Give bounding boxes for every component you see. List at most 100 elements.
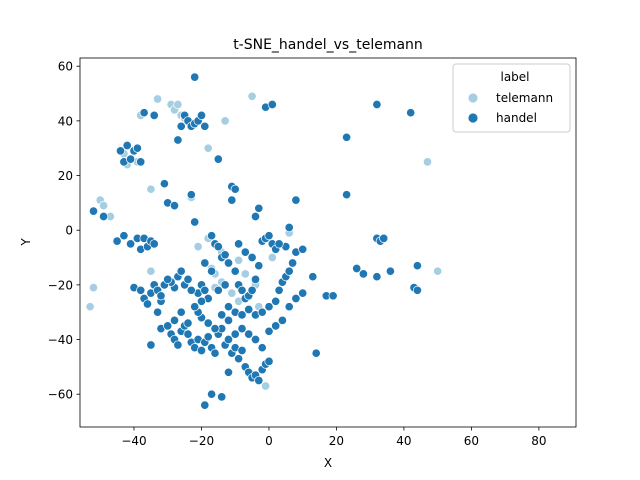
point-handel — [379, 233, 389, 243]
point-handel — [176, 121, 186, 131]
point-handel — [186, 190, 196, 200]
point-handel — [257, 343, 267, 353]
point-handel — [264, 302, 274, 312]
point-handel — [277, 315, 287, 325]
point-handel — [183, 329, 193, 339]
point-handel — [412, 261, 422, 271]
point-handel — [250, 334, 261, 345]
point-handel — [153, 307, 163, 317]
point-handel — [352, 263, 362, 274]
x-tick-label: −20 — [189, 434, 214, 448]
point-handel — [122, 140, 132, 151]
point-handel — [196, 110, 207, 120]
point-handel — [385, 266, 395, 276]
legend-marker-handel — [467, 112, 479, 124]
point-telemann — [422, 157, 433, 167]
point-handel — [244, 329, 254, 339]
point-handel — [119, 231, 129, 241]
point-handel — [358, 269, 368, 279]
point-handel — [264, 326, 274, 336]
point-handel — [274, 239, 284, 249]
point-handel — [115, 146, 126, 156]
point-handel — [274, 285, 284, 295]
point-handel — [412, 285, 422, 295]
point-handel — [210, 348, 220, 358]
x-tick-label: 80 — [531, 434, 546, 448]
point-handel — [149, 239, 159, 249]
point-telemann — [203, 143, 213, 153]
point-handel — [291, 293, 301, 304]
point-handel — [254, 203, 264, 213]
point-handel — [200, 121, 210, 131]
point-handel — [207, 266, 217, 276]
point-handel — [196, 345, 207, 356]
y-tick-label: 40 — [58, 114, 73, 128]
y-tick-label: 0 — [65, 224, 73, 238]
point-handel — [264, 231, 274, 241]
point-handel — [311, 348, 321, 358]
point-handel — [176, 266, 186, 276]
point-handel — [220, 250, 230, 260]
point-handel — [210, 324, 220, 334]
point-handel — [217, 310, 227, 320]
point-telemann — [173, 99, 183, 110]
x-tick-label: −40 — [121, 434, 146, 448]
legend-title: label — [500, 70, 529, 84]
point-handel — [288, 258, 298, 268]
point-telemann — [193, 242, 203, 252]
point-handel — [223, 302, 234, 312]
point-telemann — [247, 91, 257, 101]
point-handel — [223, 334, 234, 345]
point-handel — [308, 272, 318, 282]
point-handel — [139, 108, 149, 118]
legend-box — [452, 63, 571, 133]
point-telemann — [433, 266, 443, 276]
point-telemann — [99, 201, 109, 211]
point-handel — [173, 135, 183, 145]
point-handel — [213, 154, 223, 164]
point-handel — [207, 389, 217, 399]
y-tick-label: 60 — [58, 60, 73, 74]
point-handel — [142, 299, 153, 309]
point-handel — [244, 304, 254, 315]
point-handel — [342, 190, 352, 200]
point-handel — [213, 285, 223, 295]
y-axis: −60 −40 −20 0 20 40 60 — [48, 60, 80, 402]
point-handel — [237, 324, 247, 334]
point-handel — [169, 315, 180, 325]
point-handel — [328, 291, 338, 301]
point-handel — [149, 110, 159, 120]
x-axis-label: X — [324, 456, 332, 470]
point-handel — [126, 154, 136, 164]
point-handel — [169, 201, 180, 211]
point-handel — [200, 258, 210, 268]
x-tick-label: 20 — [329, 434, 344, 448]
point-handel — [264, 356, 274, 366]
point-handel — [271, 296, 281, 306]
y-tick-label: 20 — [58, 169, 73, 183]
point-handel — [250, 274, 261, 284]
point-handel — [223, 315, 234, 325]
legend-label-telemann: telemann — [496, 91, 553, 105]
point-handel — [136, 157, 146, 167]
point-handel — [163, 274, 173, 284]
legend: label telemann handel — [452, 63, 571, 133]
point-handel — [136, 285, 146, 295]
plot-frame — [79, 57, 577, 428]
point-handel — [284, 222, 294, 233]
point-handel — [200, 285, 210, 295]
point-handel — [220, 280, 230, 290]
point-handel — [254, 261, 264, 271]
point-handel — [190, 72, 200, 82]
point-telemann — [267, 252, 277, 263]
point-handel — [237, 285, 247, 295]
point-handel — [88, 206, 99, 216]
point-handel — [126, 239, 136, 249]
point-handel — [298, 288, 308, 298]
point-handel — [196, 296, 207, 306]
point-handel — [234, 239, 244, 249]
point-telemann — [146, 266, 156, 276]
point-handel — [200, 400, 210, 410]
y-tick-label: −20 — [48, 278, 73, 292]
